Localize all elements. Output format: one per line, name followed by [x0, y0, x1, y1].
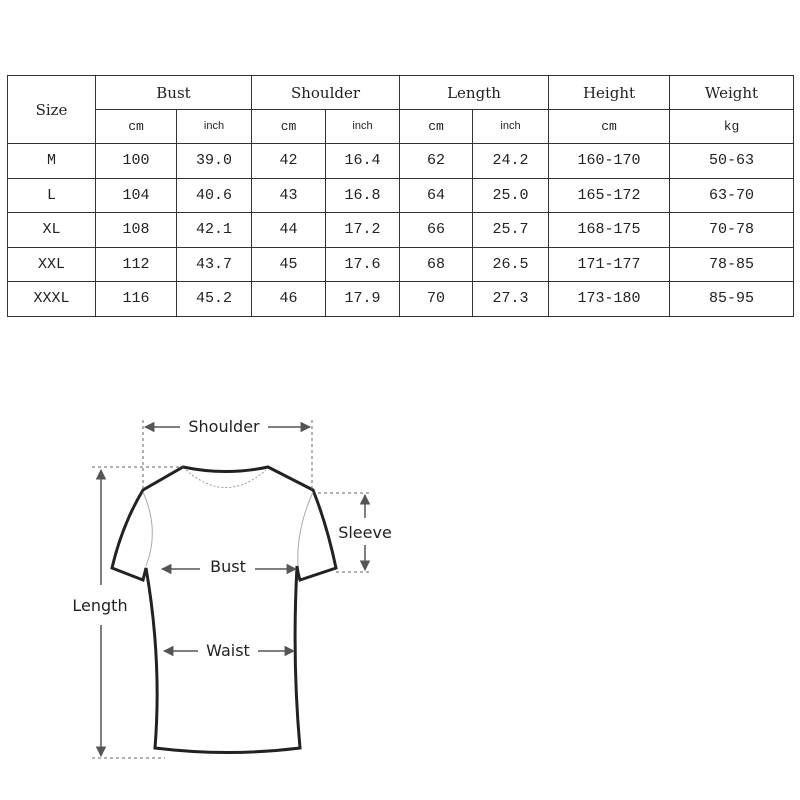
- value-cell: 44: [251, 212, 326, 248]
- value-cell: 24.2: [472, 143, 549, 179]
- value-cell: 25.7: [472, 212, 549, 248]
- value-cell: 17.9: [325, 281, 400, 317]
- value-cell: 70-78: [669, 212, 794, 248]
- value-cell: 66: [399, 212, 473, 248]
- value-cell: 42.1: [176, 212, 252, 248]
- value-cell: 45: [251, 246, 326, 282]
- table-row: XXXL 116 45.2 46 17.9 70 27.3 173-180 85-95: [7, 281, 794, 317]
- value-cell: 26.5: [472, 246, 549, 282]
- value-cell: 104: [95, 177, 177, 213]
- unit-cell: cm: [251, 109, 326, 144]
- value-cell: 50-63: [669, 143, 794, 179]
- tshirt-outline: [110, 465, 338, 754]
- tshirt-diagram: Shoulder Sleeve Bust Length Waist: [72, 417, 392, 759]
- guide-lines: [92, 420, 372, 759]
- waist-label: Waist: [206, 641, 250, 660]
- value-cell: 16.8: [325, 177, 400, 213]
- size-cell: XL: [7, 212, 96, 248]
- value-cell: 168-175: [548, 212, 670, 248]
- value-cell: 63-70: [669, 177, 794, 213]
- value-cell: 43.7: [176, 246, 252, 282]
- value-cell: 116: [95, 281, 177, 317]
- value-cell: 64: [399, 177, 473, 213]
- value-cell: 70: [399, 281, 473, 317]
- value-cell: 40.6: [176, 177, 252, 213]
- bust-label: Bust: [210, 557, 246, 576]
- neckline: [185, 469, 267, 488]
- armhole-seams: [142, 491, 314, 567]
- unit-cell: inch: [472, 109, 549, 144]
- value-cell: 17.2: [325, 212, 400, 248]
- value-cell: 160-170: [548, 143, 670, 179]
- value-cell: 173-180: [548, 281, 670, 317]
- value-cell: 108: [95, 212, 177, 248]
- value-cell: 45.2: [176, 281, 252, 317]
- size-chart-table: Size Bust Shoulder Length Height Weight …: [7, 75, 794, 317]
- table-row: L 104 40.6 43 16.8 64 25.0 165-172 63-70: [7, 177, 794, 213]
- shoulder-header: Shoulder: [251, 75, 400, 110]
- value-cell: 27.3: [472, 281, 549, 317]
- table-row: M 100 39.0 42 16.4 62 24.2 160-170 50-63: [7, 143, 794, 179]
- bust-header: Bust: [95, 75, 252, 110]
- value-cell: 112: [95, 246, 177, 282]
- value-cell: 42: [251, 143, 326, 179]
- table-row: XL 108 42.1 44 17.2 66 25.7 168-175 70-78: [7, 212, 794, 248]
- value-cell: 68: [399, 246, 473, 282]
- size-header: Size: [7, 75, 96, 144]
- length-label: Length: [72, 596, 127, 615]
- unit-cell: cm: [548, 109, 670, 144]
- size-cell: M: [7, 143, 96, 179]
- table-row: XXL 112 43.7 45 17.6 68 26.5 171-177 78-85: [7, 246, 794, 282]
- value-cell: 165-172: [548, 177, 670, 213]
- value-cell: 78-85: [669, 246, 794, 282]
- size-cell: XXL: [7, 246, 96, 282]
- value-cell: 171-177: [548, 246, 670, 282]
- value-cell: 17.6: [325, 246, 400, 282]
- unit-cell: kg: [669, 109, 794, 144]
- sleeve-label: Sleeve: [338, 523, 392, 542]
- value-cell: 62: [399, 143, 473, 179]
- length-header: Length: [399, 75, 549, 110]
- value-cell: 25.0: [472, 177, 549, 213]
- value-cell: 46: [251, 281, 326, 317]
- unit-cell: inch: [176, 109, 252, 144]
- unit-cell: cm: [95, 109, 177, 144]
- unit-cell: inch: [325, 109, 400, 144]
- value-cell: 100: [95, 143, 177, 179]
- size-cell: L: [7, 177, 96, 213]
- value-cell: 39.0: [176, 143, 252, 179]
- value-cell: 16.4: [325, 143, 400, 179]
- unit-cell: cm: [399, 109, 473, 144]
- weight-header: Weight: [669, 75, 794, 110]
- size-cell: XXXL: [7, 281, 96, 317]
- value-cell: 43: [251, 177, 326, 213]
- height-header: Height: [548, 75, 670, 110]
- shoulder-label: Shoulder: [188, 417, 260, 436]
- value-cell: 85-95: [669, 281, 794, 317]
